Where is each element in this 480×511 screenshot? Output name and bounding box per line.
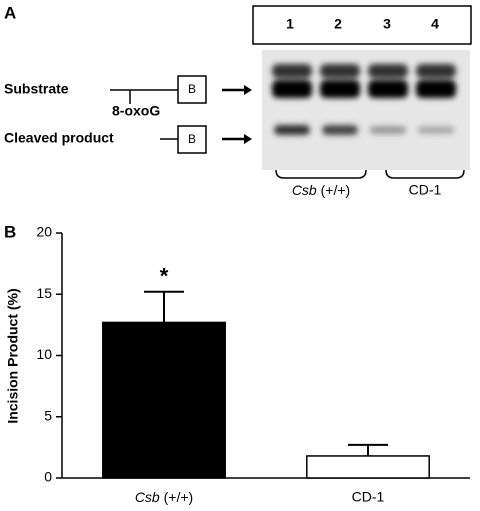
y-tick-label: 0 [44,469,52,485]
group-bracket [275,169,367,179]
y-axis-title: Incision Product (%) [5,288,21,423]
group-label: Csb (+/+) [292,182,350,198]
bar [102,321,226,479]
y-tick-label: 15 [36,285,52,301]
biotin-label: B [188,82,196,96]
biotin-box [177,125,207,154]
plot: 0 5 10 15 20 * Csb (+/+) CD-1 [36,224,470,505]
y-tick-label: 5 [44,407,52,423]
panel-label: A [4,3,16,22]
lane-label: 3 [383,16,391,32]
y-tick-label: 20 [36,224,52,240]
substrate-label: Substrate [4,81,69,97]
biotin-label: B [188,132,196,146]
biotin-box [177,75,207,104]
bar [306,455,430,479]
significance-marker: * [160,264,169,289]
x-tick-label: Csb (+/+) [135,489,193,505]
lane-label: 2 [334,16,342,32]
x-tick-label: CD-1 [352,489,385,505]
lane-label: 1 [286,16,294,32]
y-tick-label: 10 [36,346,52,362]
group-bracket [385,169,465,179]
cleaved-label: Cleaved product [4,130,114,146]
arrow-head [244,85,252,95]
lane-box [252,5,472,45]
panel-label: B [4,222,16,241]
group-label: CD-1 [409,182,442,198]
lane-label: 4 [431,16,439,32]
lesion-label: 8-oxoG [112,103,160,119]
gel-image [262,50,470,170]
arrow-head [244,134,252,144]
